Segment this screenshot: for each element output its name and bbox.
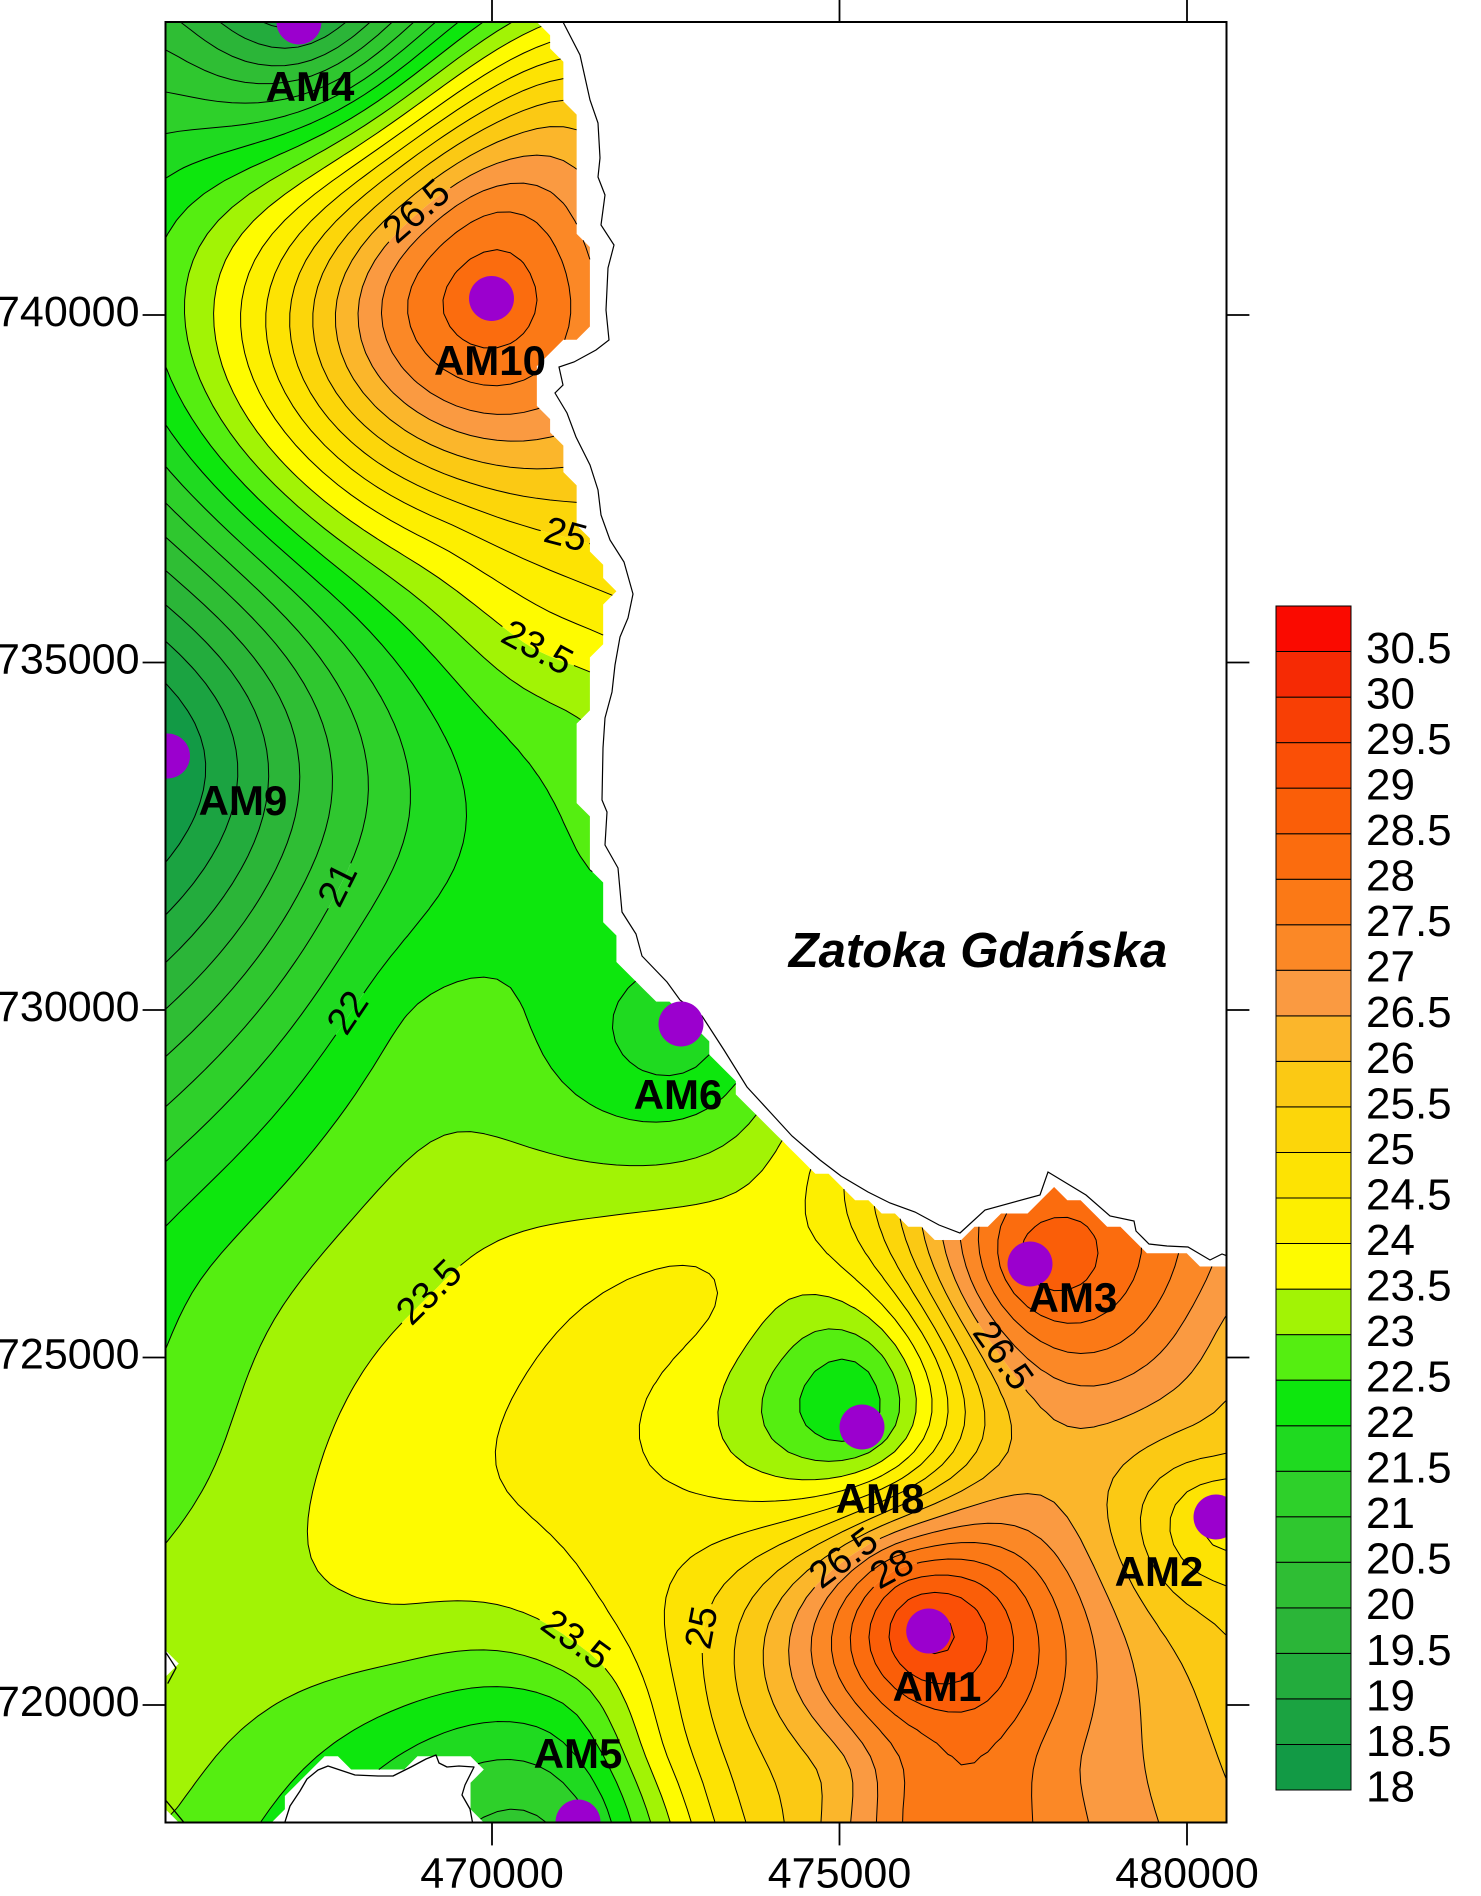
svg-text:20.5: 20.5 [1366, 1535, 1452, 1584]
svg-text:27: 27 [1366, 943, 1415, 992]
svg-text:AM6: AM6 [634, 1071, 723, 1118]
svg-text:730000: 730000 [0, 983, 140, 1031]
svg-text:21.5: 21.5 [1366, 1444, 1452, 1493]
svg-text:22.5: 22.5 [1366, 1353, 1452, 1402]
svg-text:28: 28 [1366, 852, 1415, 901]
svg-text:18.5: 18.5 [1366, 1717, 1452, 1766]
svg-text:30: 30 [1366, 669, 1415, 718]
svg-text:30.5: 30.5 [1366, 624, 1452, 673]
svg-text:18: 18 [1366, 1762, 1415, 1811]
svg-text:23.5: 23.5 [1366, 1261, 1452, 1310]
svg-text:AM8: AM8 [836, 1475, 925, 1522]
svg-text:28.5: 28.5 [1366, 806, 1452, 855]
svg-text:735000: 735000 [0, 636, 140, 684]
svg-text:27.5: 27.5 [1366, 897, 1452, 946]
svg-text:475000: 475000 [768, 1850, 912, 1896]
svg-text:AM1: AM1 [893, 1663, 982, 1710]
svg-text:25: 25 [1366, 1125, 1415, 1174]
svg-text:25: 25 [540, 509, 592, 560]
svg-text:720000: 720000 [0, 1678, 140, 1726]
svg-text:25: 25 [677, 1603, 726, 1652]
svg-text:26.5: 26.5 [1366, 988, 1452, 1037]
svg-text:Zatoka Gdańska: Zatoka Gdańska [787, 924, 1168, 978]
svg-text:26: 26 [1366, 1034, 1415, 1083]
svg-text:19: 19 [1366, 1671, 1415, 1720]
svg-text:AM2: AM2 [1115, 1548, 1204, 1595]
svg-text:29: 29 [1366, 761, 1415, 810]
svg-text:480000: 480000 [1115, 1850, 1259, 1896]
svg-text:AM5: AM5 [534, 1730, 623, 1777]
svg-text:AM10: AM10 [434, 337, 546, 384]
svg-text:25.5: 25.5 [1366, 1079, 1452, 1128]
svg-text:20: 20 [1366, 1580, 1415, 1629]
svg-text:725000: 725000 [0, 1331, 140, 1379]
svg-text:19.5: 19.5 [1366, 1626, 1452, 1675]
svg-text:24.5: 24.5 [1366, 1170, 1452, 1219]
svg-text:AM3: AM3 [1029, 1274, 1118, 1321]
svg-text:23: 23 [1366, 1307, 1415, 1356]
svg-text:470000: 470000 [420, 1850, 564, 1896]
svg-text:21: 21 [1366, 1489, 1415, 1538]
svg-text:AM4: AM4 [266, 63, 355, 110]
svg-text:740000: 740000 [0, 288, 140, 336]
svg-text:22: 22 [1366, 1398, 1415, 1447]
svg-text:24: 24 [1366, 1216, 1415, 1265]
svg-text:AM9: AM9 [199, 777, 288, 824]
svg-text:29.5: 29.5 [1366, 715, 1452, 764]
